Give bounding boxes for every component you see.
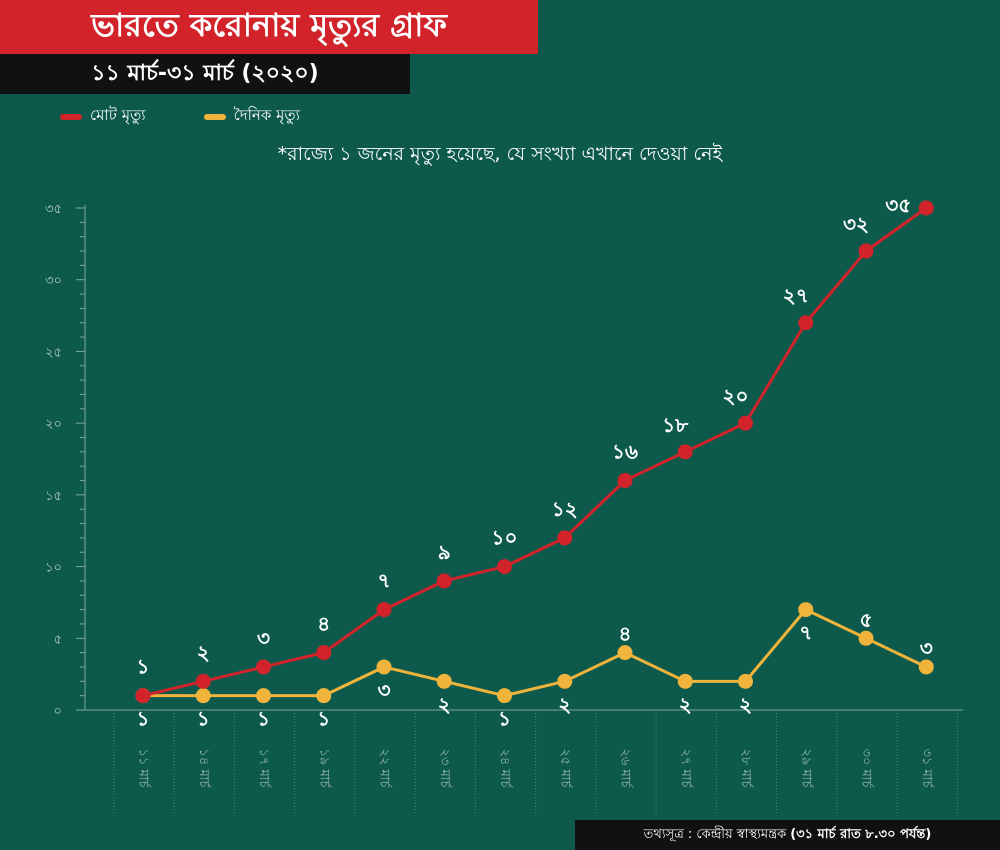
total-data-label: ২৭ (783, 284, 809, 308)
daily-data-label: ৩ (920, 636, 933, 660)
chart-note: *রাজ্যে ১ জনের মৃত্যু হয়েছে, যে সংখ্যা … (277, 143, 723, 165)
total-data-point (677, 444, 693, 460)
daily-data-point (316, 688, 332, 704)
daily-data-label: ১ (257, 707, 270, 731)
y-tick-label: ২৫ (45, 345, 62, 360)
x-tick-label: ২৩ মার্চ (437, 748, 453, 788)
daily-data-point (858, 630, 874, 646)
x-tick-label: ১৯ মার্চ (316, 748, 332, 788)
x-tick-label: ১৪ মার্চ (196, 748, 212, 788)
total-data-label: ১৬ (612, 440, 638, 464)
y-tick-label: ৫ (54, 632, 62, 647)
chart-subtitle: ১১ মার্চ-৩১ মার্চ (২০২০) (0, 54, 410, 94)
daily-data-point (195, 688, 211, 704)
total-data-label: ৪ (317, 612, 330, 636)
total-data-point (497, 559, 512, 575)
daily-data-point (617, 645, 633, 661)
y-tick-label: ৩৫ (45, 202, 62, 217)
total-data-point (557, 530, 573, 546)
total-data-label: ১ (137, 655, 150, 679)
total-data-label: ৩২ (843, 212, 869, 236)
x-tick-label: ২৮ মার্চ (738, 748, 754, 788)
daily-data-point (738, 673, 753, 689)
total-data-label: ২ (197, 640, 210, 664)
daily-data-label: ৫ (860, 607, 873, 631)
y-tick-label: ১০ (45, 561, 62, 576)
x-tick-label: ১১ মার্চ (136, 748, 152, 788)
total-data-point (195, 673, 211, 689)
total-data-label: ৭ (377, 569, 390, 593)
daily-data-point (557, 673, 573, 689)
total-data-point (256, 659, 271, 675)
total-data-label: ৯ (438, 540, 451, 564)
total-data-point (436, 573, 452, 589)
daily-series-line (143, 608, 927, 698)
y-tick-label: ১৫ (45, 489, 62, 504)
daily-data-point (376, 659, 392, 675)
daily-data-label: ৭ (799, 621, 812, 645)
y-tick-label: ০ (54, 704, 62, 719)
x-tick-label: ৩০ মার্চ (859, 748, 875, 788)
total-data-point (316, 645, 332, 661)
total-data-point (617, 473, 633, 489)
daily-data-label: ২ (438, 692, 451, 716)
daily-data-label: ২ (558, 692, 571, 716)
daily-data-label: ২ (679, 692, 692, 716)
x-tick-label: ১৭ মার্চ (256, 748, 272, 788)
x-tick-label: ২৭ মার্চ (678, 748, 694, 788)
source-footer: তথ্যসূত্র : কেন্দ্রীয় স্বাস্থ্যমন্ত্রক … (575, 820, 1000, 850)
total-data-label: ১০ (492, 526, 518, 550)
legend-swatch-daily (203, 113, 226, 120)
x-tick-label: ২২ মার্চ (377, 748, 393, 788)
total-data-point (738, 415, 753, 431)
daily-data-point (798, 602, 814, 618)
total-data-label: ১৮ (662, 413, 689, 437)
total-data-point (135, 688, 151, 704)
x-tick-label: ৩১ মার্চ (919, 748, 935, 788)
total-data-label: ২০ (722, 384, 748, 408)
daily-data-label: ১ (317, 707, 330, 731)
legend-label-total: মোট মৃত্যু (90, 106, 146, 124)
x-tick-label: ২৬ মার্চ (618, 748, 634, 788)
daily-data-label: ১ (197, 707, 210, 731)
x-tick-label: ২৫ মার্চ (557, 748, 573, 788)
source-text: তথ্যসূত্র : কেন্দ্রীয় স্বাস্থ্যমন্ত্রক (643, 826, 787, 842)
total-data-label: ১২ (552, 497, 578, 521)
total-data-label: ৩ (257, 626, 270, 650)
total-series-line (142, 206, 928, 698)
legend-item-daily: দৈনিক মৃত্যু (203, 104, 301, 129)
x-tick-label: ২৪ মার্চ (497, 748, 513, 788)
daily-data-label: ১ (498, 707, 511, 731)
daily-data-label: ২ (739, 692, 752, 716)
total-data-point (918, 200, 934, 216)
legend: মোট মৃত্যু দৈনিক মৃত্যু (60, 104, 300, 129)
daily-data-point (497, 688, 512, 704)
daily-data-point (436, 673, 452, 689)
daily-data-label: ১ (137, 707, 150, 731)
daily-data-point (256, 688, 271, 704)
total-data-point (376, 602, 392, 618)
daily-data-point (677, 673, 693, 689)
legend-label-daily: দৈনিক মৃত্যু (233, 106, 301, 124)
y-tick-label: ২০ (45, 417, 62, 432)
source-date: (৩১ মার্চ রাত ৮.৩০ পর্যন্ত) (790, 826, 932, 842)
legend-swatch-total (60, 113, 82, 120)
chart-title: ভারতে করোনায় মৃত্যুর গ্রাফ (0, 0, 538, 54)
total-data-point (858, 243, 874, 259)
daily-data-point (918, 659, 934, 675)
total-data-point (798, 315, 814, 331)
y-tick-label: ৩০ (45, 274, 62, 289)
daily-data-label: ৩ (377, 678, 390, 702)
total-data-label: ৩৫ (885, 193, 911, 217)
x-tick-label: ২৯ মার্চ (798, 748, 814, 788)
legend-item-total: মোট মৃত্যু (60, 104, 146, 129)
daily-data-label: ৪ (619, 622, 632, 646)
